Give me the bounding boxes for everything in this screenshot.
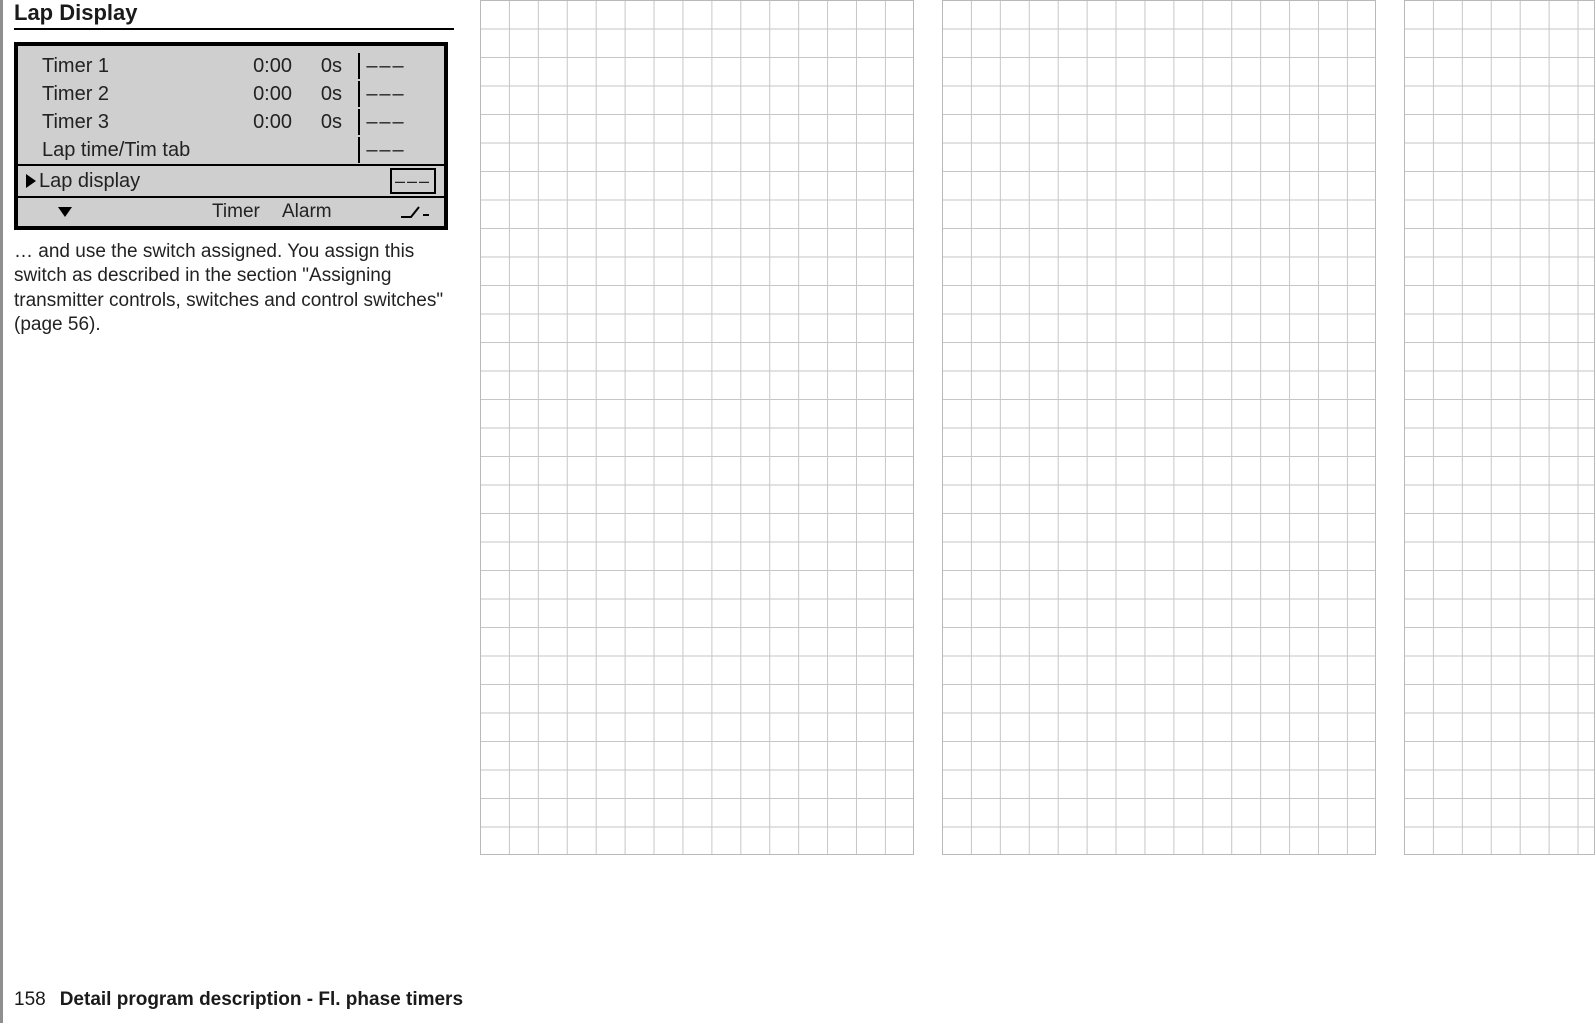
lcd-divider [358,137,360,163]
caret-right-icon [26,174,36,188]
lcd-footer-alarm: Alarm [282,201,352,223]
lcd-footer-timer: Timer [212,201,282,223]
section-title-rule [14,28,454,30]
lcd-divider [358,53,360,79]
lcd-row-timer2: Timer 2 0:00 0s ––– [18,80,444,108]
lcd-row-switch: ––– [366,139,406,162]
lcd-row-time: 0:00 [232,83,302,106]
lcd-row-time: 0:00 [232,111,302,134]
lcd-divider [358,81,360,107]
lcd-row-timer1: Timer 1 0:00 0s ––– [18,52,444,80]
lcd-row-sec: 0s [302,83,352,106]
lcd-row-time: 0:00 [232,55,302,78]
page-footer: 158 Detail program description - Fl. pha… [14,989,463,1011]
footer-title: Detail program description - Fl. phase t… [60,989,463,1011]
notes-grid-partial [1404,0,1595,855]
lcd-row-name: Timer 2 [42,83,232,106]
lcd-selected-switch-box: ––– [390,168,436,194]
caret-down-icon [58,207,72,217]
left-margin-bar [0,0,3,1023]
notes-grid [942,0,1376,855]
lcd-row-name: Timer 3 [42,111,232,134]
switch-icon [400,204,430,220]
lcd-row-laptime: Lap time/Tim tab ––– [18,136,444,164]
lcd-row-sec: 0s [302,55,352,78]
lcd-footer-switch-icon [352,204,436,220]
section-title: Lap Display [14,0,454,28]
lcd-panel: Timer 1 0:00 0s ––– Timer 2 0:00 0s ––– … [14,42,448,230]
body-paragraph: … and use the switch assigned. You assig… [14,240,454,337]
lcd-footer: Timer Alarm [18,198,444,226]
lcd-row-name: Lap time/Tim tab [42,139,352,162]
page-number: 158 [14,989,46,1011]
lcd-row-name: Timer 1 [42,55,232,78]
lcd-row-switch: ––– [366,83,406,106]
lcd-row-timer3: Timer 3 0:00 0s ––– [18,108,444,136]
lcd-row-switch: ––– [366,111,406,134]
lcd-row-selected: Lap display ––– [18,166,444,196]
notes-grid [480,0,914,855]
lcd-divider [358,109,360,135]
left-column: Lap Display Timer 1 0:00 0s ––– Timer 2 … [14,0,454,337]
lcd-selected-label: Lap display [39,170,390,193]
lcd-row-switch: ––– [366,55,406,78]
lcd-row-sec: 0s [302,111,352,134]
